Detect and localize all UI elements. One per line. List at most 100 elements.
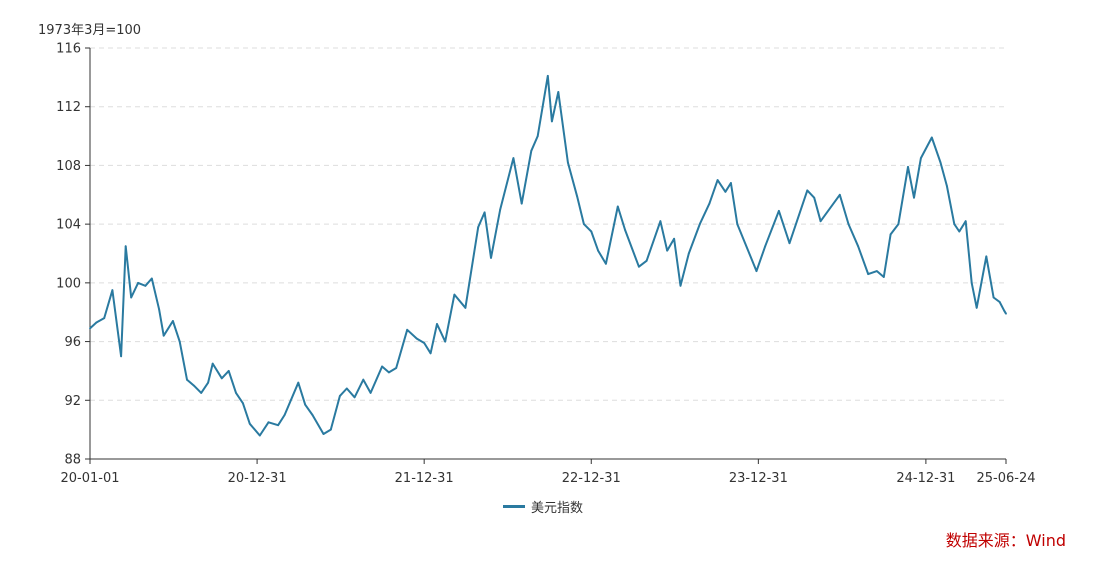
series-layer — [89, 74, 1007, 437]
data-point — [464, 306, 467, 309]
data-point — [576, 195, 578, 198]
data-point — [499, 208, 502, 211]
data-point — [1003, 309, 1006, 312]
data-point — [490, 257, 492, 259]
x-tick-label: 22-12-31 — [562, 471, 621, 486]
data-point — [755, 270, 758, 272]
data-point — [939, 161, 942, 164]
legend-swatch — [503, 505, 525, 508]
data-point — [889, 233, 892, 236]
y-tick-label: 88 — [64, 453, 81, 468]
data-point — [708, 202, 711, 205]
data-point — [512, 157, 515, 160]
data-point — [992, 296, 995, 299]
data-point — [679, 284, 682, 287]
data-point — [381, 365, 383, 368]
data-point — [659, 220, 662, 223]
data-point — [339, 395, 341, 397]
y-axis-unit-label: 1973年3月=100 — [38, 23, 142, 38]
grid-lines — [90, 47, 1006, 401]
data-point — [920, 157, 922, 160]
data-point — [158, 308, 161, 311]
data-point — [95, 321, 98, 324]
data-point — [764, 245, 767, 248]
data-point — [897, 223, 900, 226]
series-group — [89, 74, 1007, 437]
data-point — [178, 340, 181, 343]
data-point — [838, 193, 841, 196]
data-point — [200, 392, 203, 394]
data-point — [297, 381, 300, 384]
data-point — [311, 414, 314, 416]
data-point — [235, 392, 237, 394]
series-line-dollar-index — [89, 74, 1007, 437]
y-tick-label: 112 — [56, 100, 81, 115]
data-point — [673, 237, 675, 240]
data-point — [666, 249, 669, 252]
legend-label: 美元指数 — [531, 501, 584, 516]
data-point — [624, 229, 626, 231]
data-point — [736, 223, 739, 226]
data-point — [645, 259, 648, 262]
data-point — [193, 384, 195, 387]
data-point — [590, 230, 593, 233]
data-point — [111, 289, 114, 292]
data-point — [687, 252, 690, 255]
data-point — [369, 392, 372, 394]
data-point — [89, 327, 91, 330]
data-point — [716, 179, 719, 182]
data-point — [444, 340, 447, 343]
axes — [85, 47, 1007, 464]
data-point — [557, 91, 560, 93]
data-point — [788, 242, 791, 245]
data-point — [220, 377, 223, 380]
data-point — [882, 276, 885, 278]
data-point — [778, 210, 780, 212]
data-point — [120, 355, 122, 358]
data-point — [137, 282, 140, 284]
data-point — [130, 296, 133, 299]
data-point — [406, 328, 409, 331]
data-point — [362, 378, 365, 381]
data-point — [638, 265, 640, 268]
data-point — [975, 306, 978, 309]
data-point — [530, 149, 533, 152]
y-tick-label: 104 — [56, 218, 81, 233]
data-point — [353, 396, 356, 399]
data-point — [819, 220, 822, 223]
y-tick-label: 96 — [64, 335, 81, 350]
source-note: 数据来源：Wind — [945, 531, 1066, 550]
data-point — [304, 403, 307, 406]
data-point — [186, 378, 188, 381]
data-point — [998, 301, 1001, 303]
x-tick-label: 24-12-31 — [896, 471, 955, 486]
data-point — [958, 230, 961, 233]
data-point — [970, 282, 973, 284]
data-point — [520, 202, 523, 205]
legend[interactable]: 美元指数 — [503, 497, 583, 516]
data-point — [536, 135, 539, 138]
data-point — [946, 185, 948, 187]
x-tick-label: 25-06-24 — [976, 471, 1035, 486]
data-point — [267, 421, 270, 424]
x-tick-label: 23-12-31 — [729, 471, 788, 486]
y-tick-label: 116 — [56, 42, 81, 57]
data-point — [597, 249, 599, 252]
data-point — [567, 161, 569, 164]
data-point — [211, 362, 214, 365]
data-point — [724, 190, 727, 193]
data-point — [242, 402, 244, 405]
data-point — [964, 220, 967, 223]
data-point — [483, 211, 486, 214]
data-point — [144, 284, 147, 287]
y-tick-label: 92 — [64, 394, 81, 409]
data-point — [913, 196, 915, 199]
data-point — [345, 387, 348, 390]
data-point — [847, 223, 850, 226]
data-point — [551, 120, 553, 123]
data-point — [1005, 312, 1007, 315]
data-point — [329, 428, 332, 431]
data-point — [172, 320, 174, 322]
data-point — [388, 371, 390, 374]
x-tick-label: 20-12-31 — [228, 471, 287, 486]
